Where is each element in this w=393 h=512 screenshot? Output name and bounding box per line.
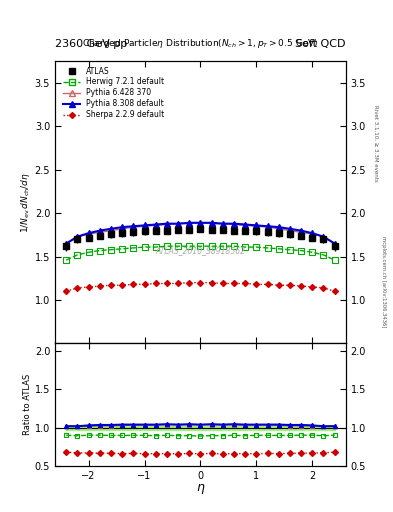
Text: 2360 GeV pp: 2360 GeV pp	[55, 38, 127, 49]
Text: mcplots.cern.ch [arXiv:1306.3436]: mcplots.cern.ch [arXiv:1306.3436]	[381, 236, 386, 327]
Text: Charged Particle$\eta$ Distribution($N_{ch} > 1, p_T > 0.5$ GeV): Charged Particle$\eta$ Distribution($N_{…	[82, 37, 319, 50]
Text: Soft QCD: Soft QCD	[296, 38, 346, 49]
Text: Rivet 3.1.10, ≥ 3.3M events: Rivet 3.1.10, ≥ 3.3M events	[373, 105, 378, 182]
Legend: ATLAS, Herwig 7.2.1 default, Pythia 6.428 370, Pythia 8.308 default, Sherpa 2.2.: ATLAS, Herwig 7.2.1 default, Pythia 6.42…	[61, 65, 167, 121]
Text: ATLAS_2010_S8918562: ATLAS_2010_S8918562	[155, 246, 246, 255]
X-axis label: $\eta$: $\eta$	[196, 482, 205, 496]
Y-axis label: $1/N_\mathrm{ev}\,dN_\mathrm{ch}/d\eta$: $1/N_\mathrm{ev}\,dN_\mathrm{ch}/d\eta$	[19, 172, 32, 233]
Y-axis label: Ratio to ATLAS: Ratio to ATLAS	[23, 374, 32, 435]
